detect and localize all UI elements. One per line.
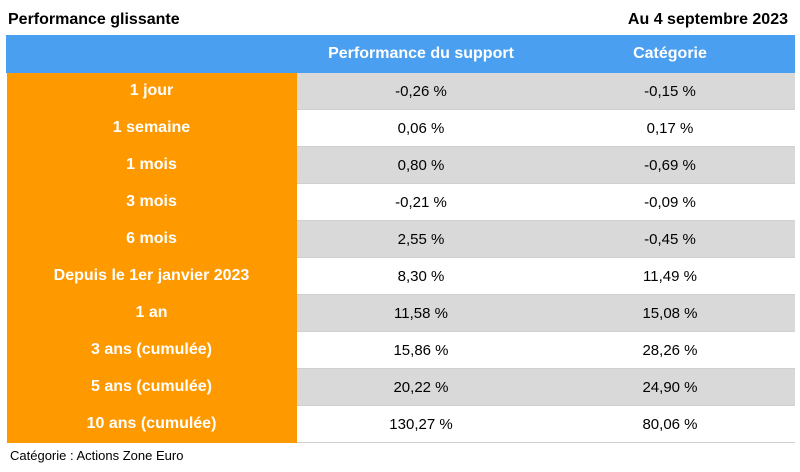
table-row: 10 ans (cumulée) 130,27 % 80,06 % <box>6 405 795 443</box>
category-performance: -0,69 % <box>545 146 795 184</box>
table-row: Depuis le 1er janvier 2023 8,30 % 11,49 … <box>6 257 795 295</box>
fund-performance: 130,27 % <box>296 405 546 443</box>
category-performance: -0,15 % <box>545 72 795 110</box>
column-header-period <box>6 35 297 73</box>
header-bar: Performance glissante Au 4 septembre 202… <box>8 6 788 34</box>
period-label: 3 mois <box>6 183 297 221</box>
fund-performance: 15,86 % <box>296 331 546 369</box>
fund-performance: 0,06 % <box>296 109 546 147</box>
category-footnote: Catégorie : Actions Zone Euro <box>10 448 184 463</box>
period-label: 1 jour <box>6 72 297 110</box>
column-header-category: Catégorie <box>545 35 795 73</box>
table-row: 1 mois 0,80 % -0,69 % <box>6 146 795 184</box>
category-performance: -0,09 % <box>545 183 795 221</box>
table-row: 1 jour -0,26 % -0,15 % <box>6 72 795 110</box>
fund-performance: -0,21 % <box>296 183 546 221</box>
category-performance: 11,49 % <box>545 257 795 295</box>
category-performance: 28,26 % <box>545 331 795 369</box>
fund-performance: 11,58 % <box>296 294 546 332</box>
performance-table: Performance du support Catégorie 1 jour … <box>6 35 795 443</box>
page-title: Performance glissante <box>8 11 180 28</box>
category-performance: 15,08 % <box>545 294 795 332</box>
table-header-row: Performance du support Catégorie <box>6 35 795 73</box>
table-row: 6 mois 2,55 % -0,45 % <box>6 220 795 258</box>
period-label: Depuis le 1er janvier 2023 <box>6 257 297 295</box>
column-header-fund: Performance du support <box>296 35 546 73</box>
category-performance: 0,17 % <box>545 109 795 147</box>
table-row: 3 ans (cumulée) 15,86 % 28,26 % <box>6 331 795 369</box>
period-label: 10 ans (cumulée) <box>6 405 297 443</box>
period-label: 3 ans (cumulée) <box>6 331 297 369</box>
period-label: 1 an <box>6 294 297 332</box>
category-performance: 24,90 % <box>545 368 795 406</box>
table-row: 1 an 11,58 % 15,08 % <box>6 294 795 332</box>
as-of-date: Au 4 septembre 2023 <box>627 11 788 28</box>
fund-performance: 2,55 % <box>296 220 546 258</box>
fund-performance: 0,80 % <box>296 146 546 184</box>
period-label: 1 mois <box>6 146 297 184</box>
fund-performance: 8,30 % <box>296 257 546 295</box>
fund-performance: -0,26 % <box>296 72 546 110</box>
period-label: 1 semaine <box>6 109 297 147</box>
table-row: 3 mois -0,21 % -0,09 % <box>6 183 795 221</box>
table-row: 1 semaine 0,06 % 0,17 % <box>6 109 795 147</box>
table-row: 5 ans (cumulée) 20,22 % 24,90 % <box>6 368 795 406</box>
period-label: 6 mois <box>6 220 297 258</box>
fund-performance: 20,22 % <box>296 368 546 406</box>
category-performance: -0,45 % <box>545 220 795 258</box>
period-label: 5 ans (cumulée) <box>6 368 297 406</box>
category-performance: 80,06 % <box>545 405 795 443</box>
